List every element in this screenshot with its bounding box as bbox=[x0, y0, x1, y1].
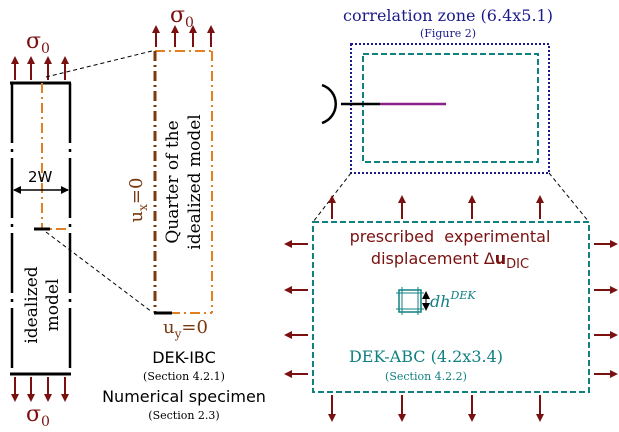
dek-abc-rect bbox=[312, 221, 590, 393]
quarter-label-line2: idealized model bbox=[185, 114, 205, 249]
idealized-model: σ0 2W idealized model σ0 bbox=[10, 29, 72, 430]
captions: DEK-IBC (Section 4.2.1) Numerical specim… bbox=[102, 348, 266, 422]
prescribed-line1: prescribed experimental bbox=[350, 227, 551, 246]
zoom-line-right bbox=[548, 172, 590, 223]
width-label: 2W bbox=[28, 168, 53, 186]
quarter-label-line1: Quarter of the bbox=[163, 120, 183, 243]
dek-ibc-section: (Section 4.2.1) bbox=[143, 370, 225, 383]
quarter-load-arrows bbox=[152, 25, 215, 47]
quarter-sigma-label: σ0 bbox=[170, 3, 194, 31]
correlation-rect bbox=[350, 43, 550, 174]
boundary-arrows bbox=[284, 195, 618, 422]
specimen-section: (Section 2.3) bbox=[148, 409, 219, 422]
zoom-line-top bbox=[45, 50, 153, 78]
sigma-bottom-label: σ0 bbox=[26, 402, 50, 430]
element-dh-icon bbox=[396, 287, 430, 315]
prescribed-line2: displacement ΔuDIC bbox=[371, 249, 529, 272]
quarter-outline bbox=[41, 83, 70, 230]
quarter-model: σ0 ux=0 Quarter of the idealized model u… bbox=[126, 3, 215, 341]
notch-outline bbox=[321, 83, 337, 125]
element-square bbox=[398, 289, 422, 313]
ux-label: ux=0 bbox=[126, 178, 150, 223]
dek-ibc-caption: DEK-IBC bbox=[152, 348, 216, 367]
correlation-title: correlation zone (6.4x5.1) bbox=[343, 6, 553, 25]
sigma-top-label: σ0 bbox=[26, 29, 50, 57]
zoom-line-bottom bbox=[45, 231, 153, 313]
uy-label: uy=0 bbox=[163, 317, 208, 341]
dek-abc-section: (Section 4.2.2) bbox=[385, 370, 467, 383]
top-load-arrows bbox=[11, 56, 69, 80]
correlation-zone: correlation zone (6.4x5.1) (Figure 2) bbox=[321, 6, 553, 174]
specimen-caption: Numerical specimen bbox=[102, 387, 266, 406]
correlation-subtitle: (Figure 2) bbox=[420, 27, 476, 40]
dek-abc-rect-small bbox=[362, 53, 539, 163]
dek-abc-title: DEK-ABC (4.2x3.4) bbox=[349, 347, 503, 366]
idealized-label: idealized bbox=[22, 266, 42, 343]
dek-abc: prescribed experimental displacement ΔuD… bbox=[284, 195, 618, 422]
model-label: model bbox=[43, 279, 63, 332]
dh-label: dhDEK bbox=[430, 289, 476, 311]
bottom-load-arrows bbox=[11, 377, 69, 402]
